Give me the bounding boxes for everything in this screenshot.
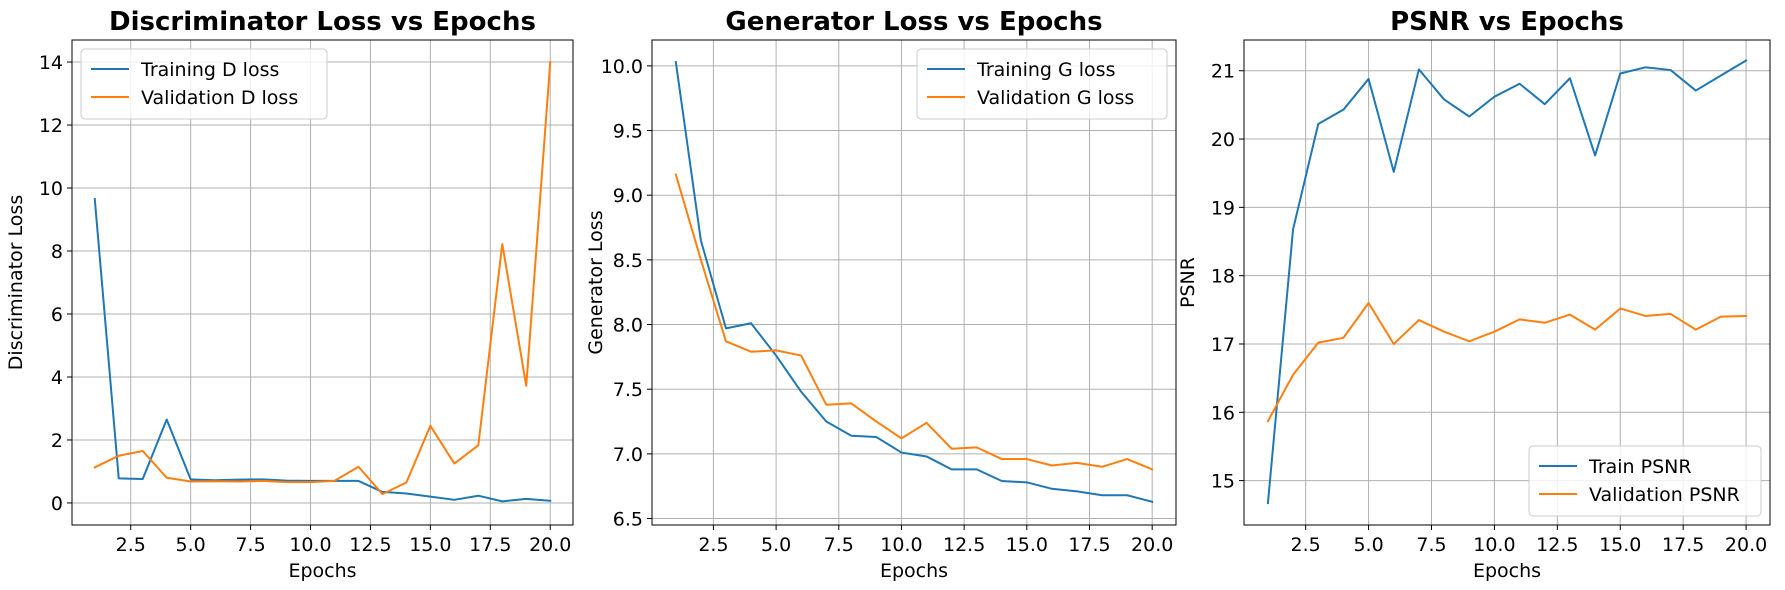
- x-tick-label: 10.0: [289, 534, 331, 556]
- x-tick-label: 5.0: [1353, 534, 1383, 556]
- y-axis-label: Discriminator Loss: [5, 195, 27, 370]
- chart-panel-2: 2.5 5.0 7.5 10.0 12.5 15.0 17.5 20.0 6.5 7.0 7.5 8.…: [585, 7, 1177, 582]
- series-line-2: [1266, 301, 1748, 423]
- x-tick-label: 12.5: [1536, 534, 1578, 556]
- x-tick-label: 17.5: [1068, 534, 1110, 556]
- x-tick-label: 12.5: [943, 534, 985, 556]
- y-tick-label: 17: [1211, 334, 1235, 356]
- axes-frame: [1243, 39, 1771, 526]
- y-tick-label: 14: [39, 52, 63, 74]
- chart-title: PSNR vs Epochs: [1390, 7, 1624, 37]
- x-tick-label: 15.0: [1599, 534, 1641, 556]
- x-tick-label: 20.0: [1131, 534, 1173, 556]
- axes-frame: [71, 39, 574, 526]
- y-tick-label: 9.5: [613, 121, 643, 143]
- series-line-2: [674, 173, 1154, 471]
- chart-panel-3: 2.5 5.0 7.5 10.0 12.5 15.0 17.5 20.0 15 16 17 18 19 2…: [1177, 7, 1771, 582]
- x-tick-label: 12.5: [349, 534, 391, 556]
- y-tick-label: 9.0: [613, 185, 643, 207]
- x-tick-label: 17.5: [1662, 534, 1704, 556]
- x-tick-label: 15.0: [409, 534, 451, 556]
- y-tick-label: 0: [51, 493, 63, 515]
- y-tick-label: 21: [1211, 61, 1235, 83]
- series-line-1: [1266, 59, 1748, 505]
- legend-label: Train PSNR: [1588, 456, 1692, 478]
- legend-box: [1528, 445, 1762, 517]
- chart-title: Discriminator Loss vs Epochs: [109, 7, 536, 37]
- y-tick-label: 12: [39, 115, 63, 137]
- legend-label: Validation D loss: [141, 87, 298, 109]
- x-axis-label: Epochs: [1473, 560, 1541, 582]
- y-tick-label: 18: [1211, 266, 1235, 288]
- series-line-2: [93, 60, 552, 496]
- legend: Training D loss Validation D loss: [80, 48, 328, 120]
- legend-box: [916, 48, 1168, 120]
- x-tick-label: 20.0: [529, 534, 571, 556]
- x-tick-label: 7.5: [235, 534, 265, 556]
- x-tick-label: 15.0: [1006, 534, 1048, 556]
- y-tick-label: 2: [51, 430, 63, 452]
- x-axis-label: Epochs: [288, 560, 356, 582]
- x-tick-label: 5.0: [761, 534, 791, 556]
- y-axis-label: PSNR: [1177, 257, 1199, 308]
- x-tick-label: 20.0: [1725, 534, 1767, 556]
- legend-label: Validation PSNR: [1589, 484, 1740, 506]
- y-tick-label: 7.0: [613, 444, 643, 466]
- y-tick-label: 6.5: [613, 509, 643, 531]
- legend-label: Validation G loss: [977, 87, 1134, 109]
- y-tick-label: 10: [39, 178, 63, 200]
- x-tick-label: 17.5: [469, 534, 511, 556]
- legend-label: Training D loss: [140, 59, 279, 81]
- chart-panel-1: 2.5 5.0 7.5 10.0 12.5 15.0 17.5 20.0 0 2 4 6 8 10 12 14…: [5, 7, 574, 582]
- y-tick-label: 10.0: [601, 56, 643, 78]
- x-tick-label: 2.5: [116, 534, 146, 556]
- x-tick-label: 7.5: [824, 534, 854, 556]
- y-tick-label: 6: [51, 304, 63, 326]
- y-tick-label: 15: [1211, 471, 1235, 493]
- x-tick-label: 10.0: [1473, 534, 1515, 556]
- y-tick-label: 8.0: [613, 315, 643, 337]
- legend-label: Training G loss: [976, 59, 1115, 81]
- legend: Train PSNR Validation PSNR: [1528, 445, 1762, 517]
- legend: Training G loss Validation G loss: [916, 48, 1168, 120]
- y-axis-label: Generator Loss: [585, 210, 607, 354]
- x-tick-label: 2.5: [698, 534, 728, 556]
- x-tick-label: 10.0: [880, 534, 922, 556]
- y-tick-label: 4: [51, 367, 63, 389]
- chart-title: Generator Loss vs Epochs: [725, 7, 1102, 37]
- x-tick-label: 7.5: [1416, 534, 1446, 556]
- y-tick-label: 8.5: [613, 250, 643, 272]
- x-tick-label: 5.0: [176, 534, 206, 556]
- x-tick-label: 2.5: [1291, 534, 1321, 556]
- axes-frame: [651, 39, 1177, 526]
- series-line-1: [93, 197, 552, 503]
- y-tick-label: 7.5: [613, 379, 643, 401]
- y-tick-label: 19: [1211, 197, 1235, 219]
- series-line-1: [674, 60, 1154, 503]
- legend-box: [80, 48, 328, 120]
- y-tick-label: 16: [1211, 402, 1235, 424]
- x-axis-label: Epochs: [880, 560, 948, 582]
- y-tick-label: 8: [51, 241, 63, 263]
- y-tick-label: 20: [1211, 129, 1235, 151]
